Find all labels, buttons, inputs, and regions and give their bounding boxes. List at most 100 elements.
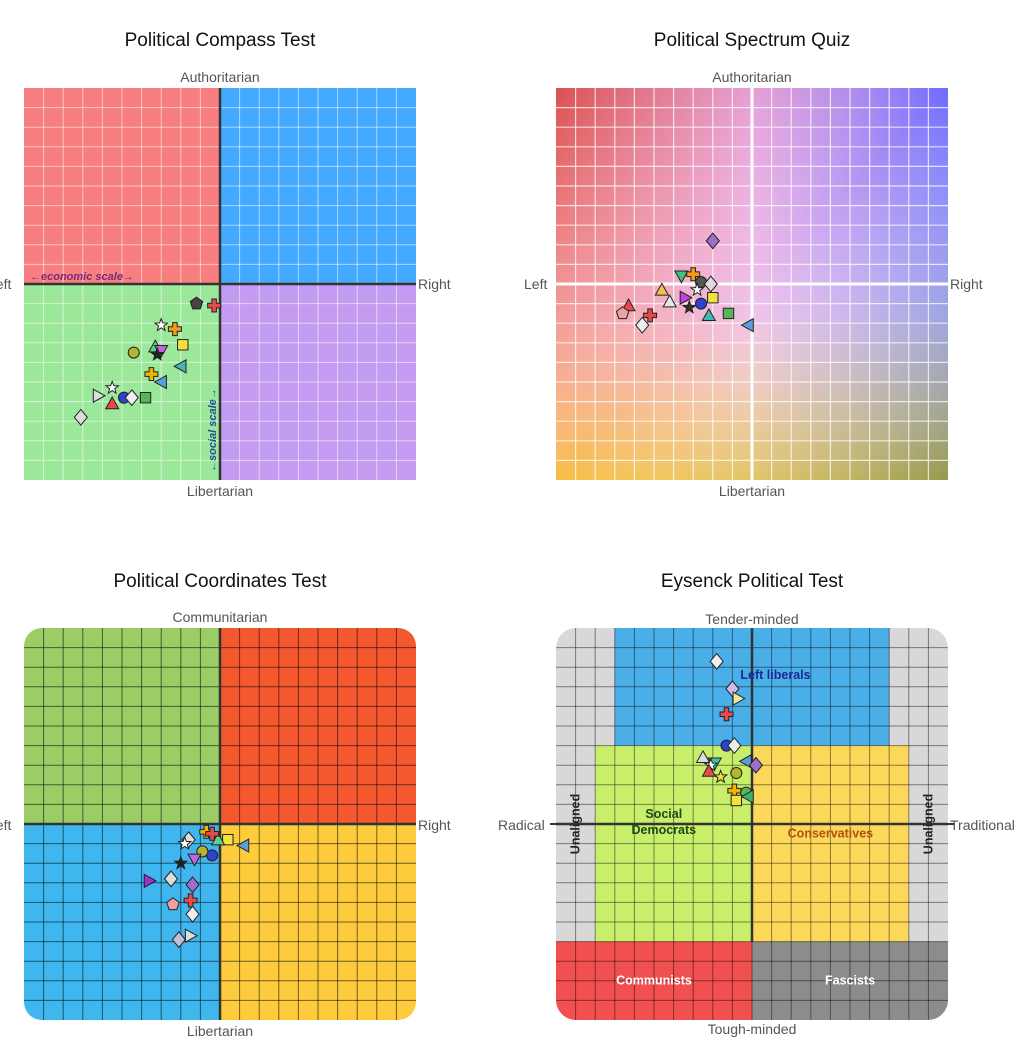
data-point-star (149, 346, 165, 361)
data-point-square (222, 833, 234, 846)
data-point-star (689, 281, 705, 297)
bottom-axis-label: Libertarian (186, 1023, 254, 1039)
data-point-triangle-up (701, 307, 717, 322)
data-point-diamond (73, 408, 88, 426)
region-fascists (752, 941, 948, 1020)
data-point-triangle-right (92, 388, 107, 404)
data-point-triangle-right (732, 691, 746, 706)
data-point-triangle-up (701, 763, 717, 777)
data-point-diamond (725, 680, 740, 698)
data-point-cross (205, 826, 220, 841)
right-axis-label: Right (418, 276, 451, 292)
chart-title: Political Spectrum Quiz (653, 30, 851, 51)
data-point-triangle-left (738, 753, 752, 769)
data-point-triangle-up (695, 749, 711, 764)
left-axis-label: Left (524, 276, 548, 292)
top-axis-label: Tender-minded (705, 611, 799, 627)
data-point-triangle-right (679, 290, 693, 306)
region-social-democrats (595, 745, 752, 942)
data-point-triangle-left (173, 358, 187, 374)
region-conservatives (752, 745, 909, 942)
bottom-axis-label: Libertarian (718, 483, 786, 499)
social-scale-label: ←social scale→ (207, 388, 219, 472)
region-label-left-liberals: Left liberals (740, 668, 810, 682)
top-axis-label: Authoritarian (180, 69, 260, 85)
data-point-star (104, 379, 120, 395)
data-point-square (707, 292, 719, 304)
data-point-diamond (185, 905, 200, 923)
bottom-axis-label: Tough-minded (707, 1021, 797, 1037)
data-points (143, 824, 250, 949)
data-point-diamond (163, 870, 179, 888)
data-point-diamond (635, 316, 650, 334)
coordinates-panel: Political Coordinates Test Communitarian… (0, 530, 512, 1060)
top-axis-label: Communitarian (172, 609, 268, 625)
region-label-unaligned-right: Unaligned (921, 794, 935, 854)
region-label-fascists: Fascists (825, 974, 875, 988)
data-point-triangle-up (654, 282, 670, 296)
left-axis-label: Left (0, 817, 12, 833)
region-label-conservatives: Conservatives (788, 827, 874, 841)
data-point-circle (730, 767, 743, 780)
data-point-cross (207, 298, 222, 313)
data-point-diamond (171, 931, 186, 949)
eysenck-grid (556, 628, 948, 1020)
chart-title: Political Compass Test (124, 30, 316, 51)
eysenck-panel: Eysenck Political Test Tender-minded Tou… (480, 530, 1024, 1060)
coordinates-grid (24, 628, 416, 1020)
spectrum-panel: Political Spectrum Quiz Authoritarian Li… (512, 0, 1024, 520)
top-axis-label: Authoritarian (712, 69, 792, 85)
left-axis-label: Radical (498, 817, 545, 833)
data-point-pentagon (615, 306, 630, 320)
data-point-triangle-down (674, 270, 689, 284)
data-point-cross (719, 707, 734, 722)
data-point-diamond (703, 275, 718, 293)
data-point-star (173, 855, 189, 870)
data-point-diamond (727, 737, 742, 755)
right-axis-label: Right (950, 276, 983, 292)
data-point-cross (144, 367, 159, 382)
data-point-star (681, 299, 697, 314)
data-point-square (730, 794, 743, 807)
data-point-star (713, 769, 729, 784)
left-axis-label: Left (0, 276, 12, 292)
data-point-pentagon (189, 296, 204, 310)
data-points (73, 296, 222, 426)
region-label-unaligned-left: Unaligned (569, 794, 583, 854)
data-point-square (177, 339, 189, 351)
economic-scale-label: ←economic scale→ (30, 271, 134, 283)
right-axis-label: Traditional (950, 817, 1015, 833)
data-point-diamond (124, 389, 139, 407)
data-point-cross (643, 308, 658, 323)
data-point-cross (167, 322, 182, 337)
data-point-square (139, 391, 152, 404)
data-point-star (153, 317, 169, 332)
data-point-triangle-up (104, 396, 120, 410)
data-point-square (722, 307, 735, 320)
data-point-diamond (705, 232, 720, 250)
data-point-triangle-up (662, 294, 678, 308)
data-point-triangle-down (187, 853, 202, 867)
data-point-triangle-left (235, 838, 250, 853)
eysenck-plot: Left liberals Social Democrats Conservative… (550, 628, 954, 1020)
coordinates-plot (24, 628, 416, 1020)
data-point-triangle-left (153, 374, 167, 390)
data-point-star (177, 835, 193, 851)
data-point-triangle-left (740, 789, 754, 804)
data-point-triangle-left (740, 317, 754, 333)
spectrum-plot (556, 88, 948, 480)
region-communists (556, 941, 752, 1020)
bottom-axis-label: Libertarian (186, 483, 254, 499)
compass-plot: ←economic scale→ ←social scale→ (24, 88, 416, 480)
data-points (695, 652, 764, 807)
data-points (615, 232, 754, 334)
data-point-pentagon (166, 897, 180, 911)
data-point-triangle-right (143, 873, 157, 889)
data-point-circle (695, 297, 708, 310)
region-label-communists: Communists (616, 974, 692, 988)
region-label-social-democrats: Social (645, 807, 682, 821)
data-point-circle (127, 346, 140, 359)
data-point-diamond (748, 756, 764, 774)
right-axis-label: Right (418, 817, 451, 833)
data-point-diamond (709, 652, 724, 670)
